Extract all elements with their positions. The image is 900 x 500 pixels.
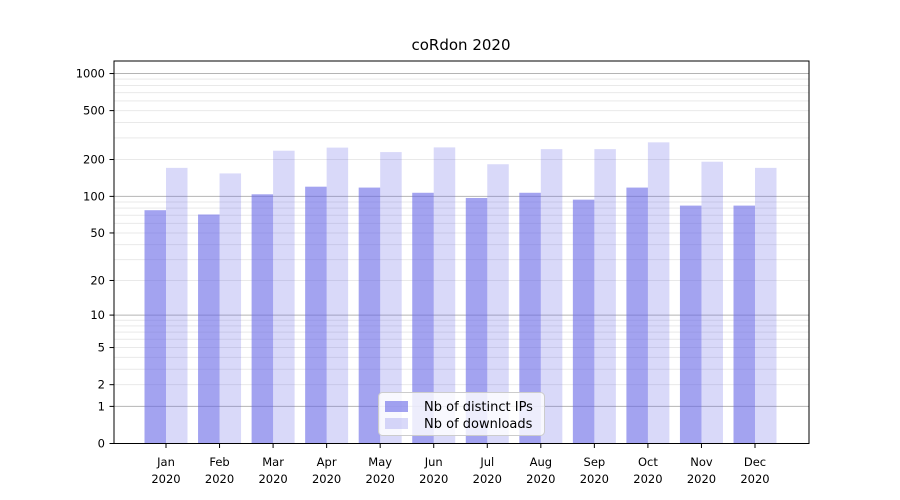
x-tick-label-month: Sep (584, 455, 606, 469)
x-tick-label-year: 2020 (473, 472, 502, 486)
bar-downloads-apr (326, 147, 349, 444)
y-tick-label: 10 (90, 308, 105, 322)
bar-distinct-ips-oct (626, 187, 648, 444)
y-tick-label: 1000 (76, 67, 105, 81)
y-tick-label: 50 (90, 226, 105, 240)
x-tick-label-month: Mar (262, 455, 284, 469)
y-tick-label: 100 (83, 189, 105, 203)
x-tick-label-month: Jun (424, 455, 443, 469)
x-tick-label-year: 2020 (312, 472, 341, 486)
bars (144, 142, 777, 444)
x-tick-label-year: 2020 (258, 472, 287, 486)
x-axis: Jan 2020 Feb 2020 Mar 2020 Apr 2020 May 2020 Jun 20… (151, 443, 770, 486)
bar-distinct-ips-jan (144, 210, 166, 444)
legend-swatch-distinct-ips (385, 401, 408, 412)
bar-distinct-ips-jul (465, 197, 488, 444)
x-tick-label-year: 2020 (687, 472, 716, 486)
y-tick-label: 0 (98, 437, 105, 451)
x-tick-label-year: 2020 (419, 472, 448, 486)
legend: Nb of distinct IPs Nb of downloads (378, 392, 545, 436)
bar-downloads-oct (647, 142, 670, 444)
bar-downloads-may (380, 152, 402, 444)
x-tick-label-month: Oct (638, 455, 658, 469)
x-tick-label-month: Jul (479, 455, 494, 469)
y-tick-label: 2 (98, 378, 105, 392)
bar-distinct-ips-jun (412, 192, 434, 444)
bar-downloads-aug (540, 149, 563, 444)
bar-downloads-sep (594, 149, 616, 444)
y-tick-label: 200 (83, 153, 105, 167)
bar-downloads-jan (166, 167, 188, 444)
x-tick-label-year: 2020 (526, 472, 555, 486)
x-tick-label-month: Feb (209, 455, 229, 469)
bar-downloads-nov (701, 161, 723, 444)
y-tick-label: 1 (98, 399, 105, 413)
bar-downloads-jul (487, 164, 509, 444)
x-tick-label-month: Dec (744, 455, 766, 469)
chart-title: coRdon 2020 (412, 36, 511, 54)
x-tick-label-year: 2020 (151, 472, 180, 486)
x-tick-label-month: Jan (156, 455, 175, 469)
bar-distinct-ips-may (358, 187, 381, 444)
x-tick-label-year: 2020 (580, 472, 609, 486)
y-tick-label: 5 (98, 341, 105, 355)
x-tick-label-month: Apr (317, 455, 337, 469)
bar-downloads-feb (219, 173, 242, 444)
legend-label-downloads: Nb of downloads (424, 417, 533, 432)
x-tick-label-year: 2020 (205, 472, 234, 486)
bar-distinct-ips-feb (198, 214, 220, 444)
legend-label-distinct-ips: Nb of distinct IPs (424, 400, 533, 415)
legend-swatch-downloads (385, 418, 408, 429)
y-tick-label: 500 (83, 104, 105, 118)
bar-distinct-ips-dec (733, 205, 755, 444)
bar-downloads-dec (755, 167, 777, 444)
bar-downloads-jun (433, 147, 456, 444)
bar-distinct-ips-sep (572, 199, 595, 444)
bar-distinct-ips-nov (679, 205, 702, 444)
bar-distinct-ips-mar (251, 194, 274, 444)
y-tick-label: 20 (90, 273, 105, 287)
x-tick-label-year: 2020 (366, 472, 395, 486)
bar-downloads-mar (273, 150, 295, 444)
bar-distinct-ips-apr (305, 186, 327, 444)
x-tick-label-month: Nov (690, 455, 713, 469)
plot-border (113, 60, 810, 444)
x-tick-label-month: May (368, 455, 392, 469)
legend-box (378, 392, 545, 436)
x-tick-label-year: 2020 (740, 472, 769, 486)
x-tick-label-month: Aug (530, 455, 552, 469)
bar-distinct-ips-aug (519, 192, 541, 444)
x-tick-label-year: 2020 (633, 472, 662, 486)
